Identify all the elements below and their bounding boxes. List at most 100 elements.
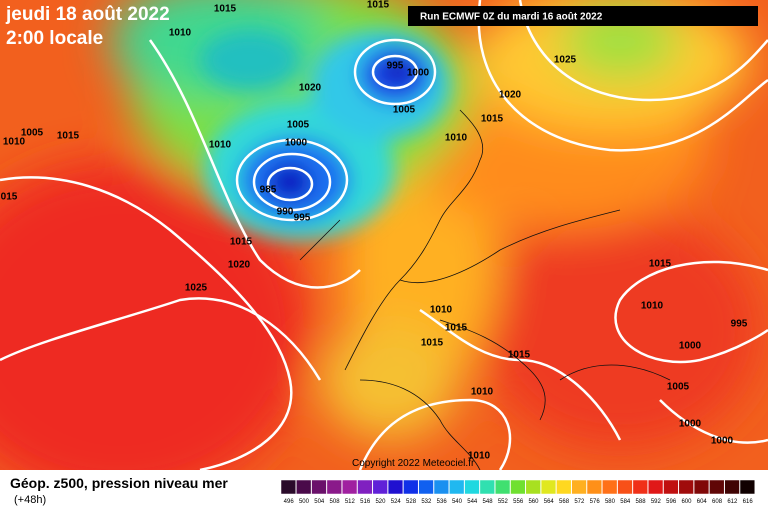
scale-label: 516 xyxy=(360,499,371,505)
isobar-label: 995 xyxy=(294,213,311,224)
scale-label: 500 xyxy=(299,499,310,505)
isobar-label: 1005 xyxy=(21,128,44,139)
scale-swatch xyxy=(602,479,618,495)
scale-label: 524 xyxy=(391,499,402,505)
scale-swatch xyxy=(479,479,495,495)
isobar-label: 1015 xyxy=(649,259,672,270)
date-label: jeudi 18 août 2022 xyxy=(5,4,170,25)
isobar-label: 995 xyxy=(387,61,404,72)
scale-swatch xyxy=(433,479,450,495)
isobar-label: 1010 xyxy=(169,28,192,39)
scale-label: 520 xyxy=(375,499,386,505)
scale-swatch xyxy=(617,479,633,495)
scale-label: 532 xyxy=(421,499,432,505)
isobar-label: 1005 xyxy=(287,120,310,131)
isobar-label: 1020 xyxy=(228,260,251,271)
scale-label: 568 xyxy=(559,499,570,505)
scale-swatch xyxy=(678,479,694,495)
scale-swatch xyxy=(296,479,312,495)
scale-swatch xyxy=(494,479,511,495)
scale-label: 544 xyxy=(467,499,478,505)
scale-label: 588 xyxy=(636,499,647,505)
isobar-label: 1010 xyxy=(468,451,491,462)
scale-label: 596 xyxy=(666,499,677,505)
isobar-label: 1010 xyxy=(471,387,494,398)
scale-swatch xyxy=(418,479,434,495)
isobar-label: 985 xyxy=(260,185,277,196)
isobar-label: 990 xyxy=(277,207,294,218)
lead-time: (+48h) xyxy=(14,494,46,506)
isobars xyxy=(0,0,768,470)
isobar-label: 1010 xyxy=(209,140,232,151)
isobar-label: 1000 xyxy=(679,341,702,352)
scale-label: 512 xyxy=(345,499,356,505)
scale-swatch xyxy=(525,479,541,495)
isobar-label: 1000 xyxy=(711,436,734,447)
scale-label: 540 xyxy=(452,499,463,505)
scale-label: 584 xyxy=(620,499,631,505)
copyright: Copyright 2022 Meteociel.fr xyxy=(352,458,475,469)
scale-label: 552 xyxy=(498,499,509,505)
scale-label: 496 xyxy=(284,499,295,505)
color-scale: 496 500 504 508 512 516 520 524 528 532 536 540 544 5… xyxy=(280,479,756,505)
scale-swatch xyxy=(556,479,572,495)
scale-label: 576 xyxy=(590,499,601,505)
scale-label: 556 xyxy=(513,499,524,505)
isobar-label: 1005 xyxy=(667,382,690,393)
isobar-label: 1015 xyxy=(481,114,504,125)
scale-label: 548 xyxy=(483,499,494,505)
isobar-label: 1015 xyxy=(421,338,444,349)
scale-label: 600 xyxy=(681,499,692,505)
scale-swatch xyxy=(311,479,327,495)
isobar-label: 1025 xyxy=(554,55,577,66)
isobar-label: 1015 xyxy=(367,0,390,11)
scale-label: 508 xyxy=(330,499,341,505)
scale-label: 572 xyxy=(574,499,585,505)
scale-swatch xyxy=(280,479,297,495)
scale-swatch xyxy=(449,479,465,495)
scale-label: 580 xyxy=(605,499,616,505)
scale-swatch xyxy=(724,479,740,495)
scale-label: 504 xyxy=(314,499,325,505)
isobar-label: 1015 xyxy=(230,237,253,248)
scale-swatch xyxy=(357,479,373,495)
scale-swatch xyxy=(403,479,419,495)
scale-swatch xyxy=(586,479,603,495)
isobar-label: 1015 xyxy=(214,4,237,15)
run-box xyxy=(408,6,758,26)
scale-label: 604 xyxy=(697,499,708,505)
scale-swatch xyxy=(540,479,557,495)
scale-label: 608 xyxy=(712,499,723,505)
scale-label: 536 xyxy=(437,499,448,505)
scale-swatch xyxy=(510,479,526,495)
scale-label: 564 xyxy=(544,499,555,505)
scale-swatch xyxy=(739,479,756,495)
time-label: 2:00 locale xyxy=(6,28,103,49)
isobar-label: 1020 xyxy=(299,83,322,94)
scale-swatch xyxy=(464,479,480,495)
isobar-label: 1010 xyxy=(445,133,468,144)
scale-label: 616 xyxy=(743,499,754,505)
isobar-label: 1010 xyxy=(3,137,26,148)
scale-label: 612 xyxy=(727,499,738,505)
scale-swatch xyxy=(663,479,679,495)
isobar-label: 1010 xyxy=(430,305,453,316)
scale-swatch xyxy=(647,479,664,495)
isobar-label: 1000 xyxy=(679,419,702,430)
isobar-label: 015 xyxy=(1,192,18,203)
scale-label: 528 xyxy=(406,499,417,505)
isobar-label: 995 xyxy=(731,319,748,330)
scale-swatch xyxy=(341,479,358,495)
isobar-label: 1015 xyxy=(57,131,80,142)
run-label: Run ECMWF 0Z du mardi 16 août 2022 xyxy=(420,12,603,23)
scale-swatch xyxy=(709,479,725,495)
coastlines xyxy=(299,109,671,470)
scale-swatch xyxy=(571,479,587,495)
scale-label: 560 xyxy=(528,499,539,505)
isobar-label: 1000 xyxy=(407,68,430,79)
isobar-label: 1005 xyxy=(393,105,416,116)
scale-swatch xyxy=(372,479,388,495)
